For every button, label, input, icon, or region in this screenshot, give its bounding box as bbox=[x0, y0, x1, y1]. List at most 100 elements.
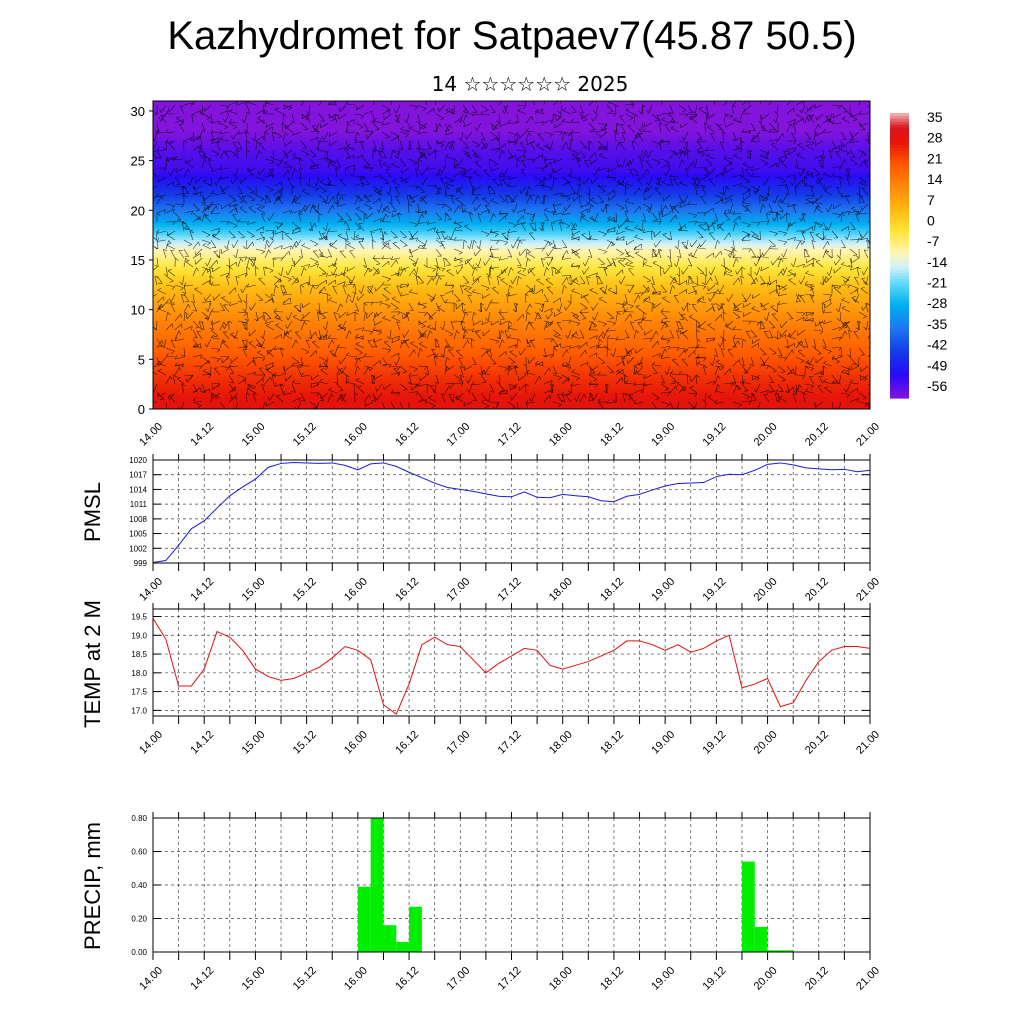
wind-barb-flag bbox=[774, 129, 779, 133]
wind-barb bbox=[426, 353, 436, 358]
wind-barb bbox=[245, 132, 248, 142]
wind-barb-flag bbox=[686, 302, 691, 306]
wind-barb-flag bbox=[250, 199, 255, 202]
wind-barb bbox=[160, 104, 167, 113]
wind-barb bbox=[264, 362, 274, 367]
wind-barb bbox=[463, 365, 473, 371]
wind-barb bbox=[543, 347, 547, 357]
wind-barb-flag bbox=[674, 245, 679, 250]
wind-barb-flag bbox=[507, 228, 511, 233]
wind-barb bbox=[561, 181, 570, 187]
wind-barb bbox=[347, 244, 356, 250]
wind-barb bbox=[482, 293, 491, 299]
wind-barb-flag bbox=[501, 330, 505, 334]
wind-barb bbox=[543, 293, 549, 303]
wind-barb bbox=[201, 267, 207, 277]
wind-barb-flag bbox=[475, 263, 479, 267]
wind-barb-flag bbox=[344, 272, 346, 277]
wind-barb-flag bbox=[774, 233, 778, 237]
wind-barb bbox=[498, 374, 501, 384]
wind-barb-flag bbox=[181, 294, 186, 296]
wind-barb-flag bbox=[641, 362, 643, 367]
wind-barb bbox=[453, 382, 463, 385]
wind-barb bbox=[607, 230, 617, 233]
wind-barb-flag bbox=[417, 244, 422, 249]
wind-barb-flag bbox=[261, 206, 265, 210]
wind-barb bbox=[507, 321, 510, 331]
wind-barb bbox=[661, 119, 671, 124]
wind-barb-flag bbox=[703, 366, 708, 368]
wind-barb-flag bbox=[211, 233, 216, 236]
wind-barb-flag bbox=[784, 357, 788, 361]
wind-barb bbox=[329, 244, 338, 250]
wind-barb-flag bbox=[163, 167, 167, 172]
wind-barb bbox=[179, 105, 185, 115]
wind-barb-flag bbox=[759, 194, 764, 198]
wind-barb bbox=[202, 155, 212, 160]
wind-barb bbox=[435, 203, 445, 206]
wind-barb-flag bbox=[283, 113, 287, 117]
wind-barb bbox=[346, 311, 356, 316]
wind-barb-flag bbox=[508, 365, 512, 369]
wind-barb bbox=[599, 131, 608, 138]
wind-barb-flag bbox=[190, 102, 194, 107]
wind-barb-flag bbox=[633, 370, 638, 374]
wind-barb-flag bbox=[266, 350, 268, 355]
wind-barb-flag bbox=[591, 396, 594, 401]
wind-barb-flag bbox=[473, 152, 477, 155]
wind-barb bbox=[156, 338, 163, 347]
wind-barb-flag bbox=[624, 211, 629, 213]
wind-barb bbox=[768, 389, 778, 394]
wind-barb bbox=[420, 194, 428, 202]
wind-barb bbox=[750, 374, 760, 379]
wind-barb bbox=[237, 293, 243, 303]
wind-barb-flag bbox=[697, 360, 701, 364]
wind-barb bbox=[780, 212, 788, 220]
wind-barb-flag bbox=[159, 398, 164, 401]
wind-barb bbox=[741, 356, 745, 366]
wind-barb bbox=[678, 140, 688, 144]
wind-barb bbox=[382, 208, 392, 214]
wind-barb bbox=[528, 356, 536, 364]
wind-barb bbox=[507, 401, 516, 408]
wind-barb-flag bbox=[694, 282, 699, 286]
wind-barb bbox=[615, 158, 620, 168]
heatmap-band bbox=[153, 334, 870, 338]
wind-barb-flag bbox=[739, 381, 744, 385]
wind-barb-flag bbox=[292, 229, 294, 234]
wind-barb-flag bbox=[369, 331, 374, 335]
wind-barb-flag bbox=[496, 381, 500, 385]
wind-barb-flag bbox=[776, 212, 781, 216]
wind-barb bbox=[409, 248, 419, 254]
wind-barb bbox=[607, 218, 617, 223]
wind-barb bbox=[200, 140, 203, 150]
wind-barb-flag bbox=[499, 256, 502, 261]
wind-barb-flag bbox=[345, 239, 350, 243]
wind-barb bbox=[588, 152, 596, 160]
wind-barb-flag bbox=[237, 130, 241, 135]
wind-barb-flag bbox=[329, 242, 332, 247]
wind-barb bbox=[192, 216, 201, 223]
wind-barb-flag bbox=[391, 315, 396, 318]
wind-barb bbox=[552, 365, 558, 375]
wind-barb-flag bbox=[204, 297, 206, 302]
wind-barb bbox=[229, 302, 239, 306]
wind-barb bbox=[417, 104, 427, 109]
wind-barb bbox=[700, 239, 707, 248]
wind-barb bbox=[619, 142, 626, 151]
wind-barb bbox=[246, 393, 248, 403]
wind-barb bbox=[237, 194, 244, 203]
wind-barb-flag bbox=[737, 340, 740, 345]
heatmap-band bbox=[153, 174, 870, 179]
wind-barb-flag bbox=[357, 385, 362, 388]
wind-barb-flag bbox=[575, 331, 578, 336]
wind-barb bbox=[327, 176, 331, 186]
wind-barb-flag bbox=[195, 136, 199, 141]
wind-barb bbox=[211, 140, 221, 145]
wind-barb-flag bbox=[703, 166, 707, 171]
wind-barb bbox=[434, 357, 437, 367]
wind-barb bbox=[283, 104, 293, 110]
wind-barb-flag bbox=[511, 362, 516, 364]
wind-barb bbox=[326, 149, 329, 159]
wind-barb-flag bbox=[208, 300, 212, 305]
